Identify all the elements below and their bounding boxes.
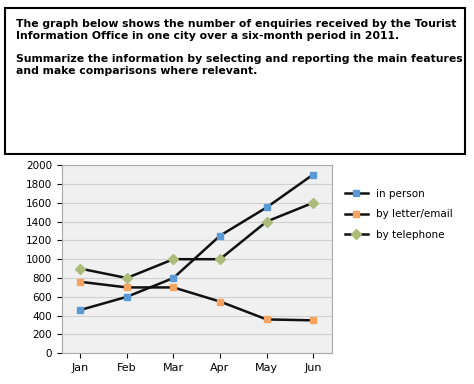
Legend: in person, by letter/email, by telephone: in person, by letter/email, by telephone: [342, 186, 456, 243]
Text: The graph below shows the number of enquiries received by the Tourist
Informatio: The graph below shows the number of enqu…: [16, 19, 463, 76]
FancyBboxPatch shape: [5, 8, 465, 154]
